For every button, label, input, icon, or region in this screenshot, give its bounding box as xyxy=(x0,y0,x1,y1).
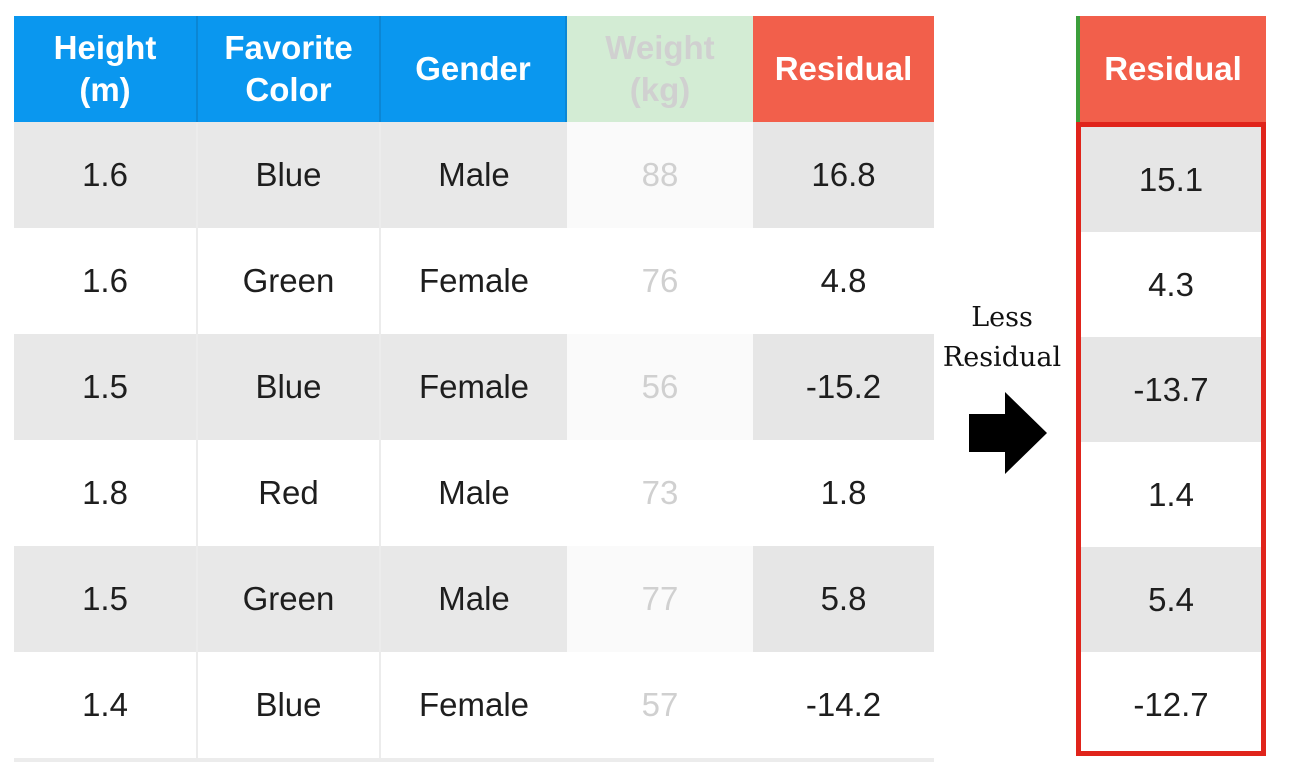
cell-height: 1.6 xyxy=(14,228,198,334)
cell-weight: 57 xyxy=(567,652,753,758)
header-height: Height (m) xyxy=(14,16,198,122)
cell-height: 1.5 xyxy=(14,334,198,440)
cell-gender: Male xyxy=(381,546,567,652)
annotation-line1: Less xyxy=(971,302,1033,333)
cell-residual: 5.8 xyxy=(753,546,934,652)
cell-weight: 88 xyxy=(567,122,753,228)
residual-row: 4.3 xyxy=(1081,232,1261,337)
cell-residual: 16.8 xyxy=(753,122,934,228)
cell-gender: Female xyxy=(381,228,567,334)
cell-residual: 1.8 xyxy=(753,440,934,546)
cell-gender: Female xyxy=(381,334,567,440)
highlight-box xyxy=(1076,122,1266,756)
header-residual-label: Residual xyxy=(774,50,913,87)
cell-height: 1.6 xyxy=(14,122,198,228)
cell-favorite-color: Green xyxy=(198,228,381,334)
table-row: 1.4 Blue Female 57 -14.2 xyxy=(14,652,934,758)
cell-weight: 77 xyxy=(567,546,753,652)
header-favorite-color: Favorite Color xyxy=(198,16,381,122)
cell-favorite-color: Blue xyxy=(198,122,381,228)
right-arrow-icon xyxy=(969,392,1047,474)
cell-height: 1.4 xyxy=(14,652,198,758)
less-residual-annotation: Less Residual xyxy=(938,298,1066,378)
cell-gender: Female xyxy=(381,652,567,758)
table-row: 1.8 Red Male 73 1.8 xyxy=(14,440,934,546)
cell-gender: Male xyxy=(381,440,567,546)
residual-row: 15.1 xyxy=(1081,127,1261,232)
residual-row: -12.7 xyxy=(1081,652,1261,757)
cell-residual: 4.8 xyxy=(753,228,934,334)
cell-weight: 56 xyxy=(567,334,753,440)
header-gender: Gender xyxy=(381,16,567,122)
residual-table-body: 15.1 4.3 -13.7 1.4 5.4 -12.7 xyxy=(1081,127,1261,757)
residual-row: 5.4 xyxy=(1081,547,1261,652)
cell-favorite-color: Red xyxy=(198,440,381,546)
table-row: 1.6 Blue Male 88 16.8 xyxy=(14,122,934,228)
header-residual: Residual xyxy=(753,16,934,122)
residual-row: -13.7 xyxy=(1081,337,1261,442)
residual-table: Residual xyxy=(1076,16,1266,122)
cell-residual: -15.2 xyxy=(753,334,934,440)
header-favorite-color-label: Favorite Color xyxy=(224,29,353,108)
table-bottom-divider xyxy=(14,758,934,762)
cell-height: 1.5 xyxy=(14,546,198,652)
main-table-body: 1.6 Blue Male 88 16.8 1.6 Green Female 76 4.8 1.5 B… xyxy=(14,122,934,758)
header-height-label: Height (m) xyxy=(53,29,157,108)
annotation-line2: Residual xyxy=(942,342,1062,373)
cell-weight: 73 xyxy=(567,440,753,546)
table-row: 1.5 Blue Female 56 -15.2 xyxy=(14,334,934,440)
main-table: Height (m) Favorite Color Gender Weight … xyxy=(14,16,934,762)
header-gender-label: Gender xyxy=(415,50,531,87)
cell-weight: 76 xyxy=(567,228,753,334)
main-table-header: Height (m) Favorite Color Gender Weight … xyxy=(14,16,934,122)
table-row: 1.6 Green Female 76 4.8 xyxy=(14,228,934,334)
table-row: 1.5 Green Male 77 5.8 xyxy=(14,546,934,652)
cell-height: 1.8 xyxy=(14,440,198,546)
residual-table-header: Residual xyxy=(1076,16,1266,122)
cell-gender: Male xyxy=(381,122,567,228)
cell-favorite-color: Blue xyxy=(198,652,381,758)
header-weight: Weight (kg) xyxy=(567,16,753,122)
cell-favorite-color: Blue xyxy=(198,334,381,440)
header-weight-label: Weight (kg) xyxy=(605,29,715,108)
residual-row: 1.4 xyxy=(1081,442,1261,547)
cell-residual: -14.2 xyxy=(753,652,934,758)
cell-favorite-color: Green xyxy=(198,546,381,652)
